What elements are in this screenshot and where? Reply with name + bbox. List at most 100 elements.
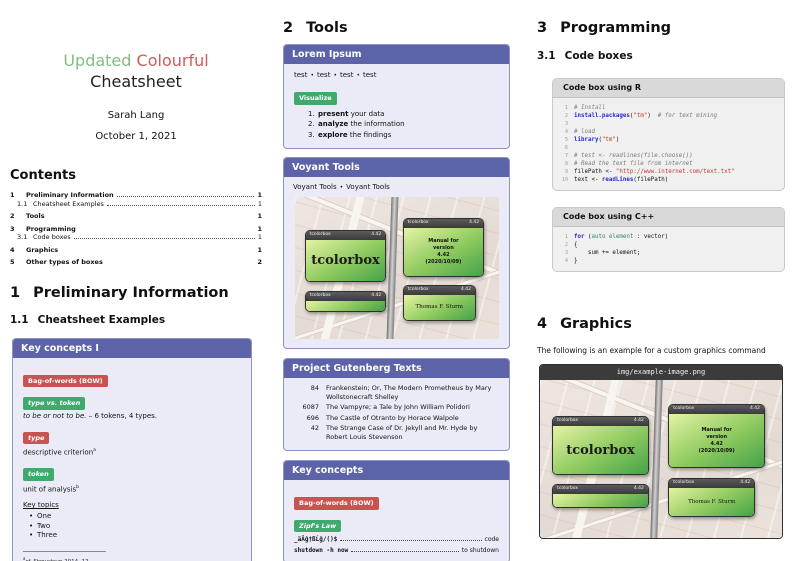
title-word-colourful: Colourful [136,51,209,70]
topic-item: Three [23,531,241,541]
middle-column: 2 Tools Lorem Ipsum test • test • test • test … [283,0,510,561]
sign-body: Thomas F. Sturm [403,295,476,320]
title-word-cheatsheet: Cheatsheet [90,72,182,91]
dotted-leader [351,547,459,552]
badge-visualize: Visualize [294,92,337,105]
key-concepts-1-box: Key concepts I Bag-of-words (BOW) type v… [12,337,252,561]
topic-item: Two [23,522,241,532]
footnote-mark-b: b [76,484,79,490]
code-listing: 1 # Install 2 install.packages("tm") # for… [553,98,784,190]
badge-type-vs-token: type vs. token [23,397,86,410]
code-line: 9 filePath <- "http://www.internet.com/te… [564,169,735,175]
code-box-title: Code box using R [553,79,784,98]
gutenberg-row: 6087 The Vampyre; a Tale by John William… [302,403,470,411]
section-1-heading: 1 Preliminary Information [10,284,229,301]
signpost-pole [649,380,663,538]
sign-body [305,300,386,312]
step-item: 1. present your data [308,109,385,118]
sign-body: tcolorbox [305,239,386,282]
toc-entry-cheatsheet-examples[interactable]: 1.1 Cheatsheet Examples 1 [17,199,262,208]
voyant-tools-link[interactable]: Voyant Tools [346,183,390,191]
code-line: 4 # load [564,129,595,135]
step-item: 2. analyze the information [308,120,405,128]
code-line: 8 # Read the text file from internet [564,161,693,167]
section-2-heading: 2 Tools [283,20,348,36]
document-title: Updated Colourful Cheatsheet [10,50,262,92]
toc-spacer [79,225,255,231]
code-box-r: Code box using R 1 # Install 2 install.pac… [552,78,785,191]
sign-header: tcolorbox 4.42 [669,478,755,488]
topic-item: One [23,512,241,522]
key-topics-label: Key topics [23,501,59,510]
gutenberg-texts-box: Project Gutenberg Texts 84 Frankenstein;… [283,358,510,451]
toc-entry-preliminary-information[interactable]: 1 Preliminary Information 1 [10,191,262,199]
sign-body [553,494,648,507]
image-filename-bar: img/example-image.png [540,365,782,380]
dotted-leader [340,536,482,541]
code-line: 4} [564,258,578,264]
definition-row: _äÄĝ†ßĹĝ/()$ code [294,536,499,543]
graphics-caption: The following is an example for a custom… [537,346,766,355]
tcolorbox-sign-empty: tcolorbox 4.42 [552,484,649,508]
token-definition: unit of analysisb [23,484,79,494]
bullet-separator: • [333,72,337,79]
code-box-cpp: Code box using C++ 1 for (auto element : … [552,207,785,272]
subsection-3-1-heading: 3.1 Code boxes [537,50,633,62]
bullet-separator: • [356,72,360,79]
table-of-contents: 1 Preliminary Information 1 1.1 Cheatshe… [10,191,262,267]
document-date: October 1, 2021 [95,131,177,142]
toc-entry-other-boxes[interactable]: 5 Other types of boxes 2 [10,258,262,266]
lorem-ipsum-box: Lorem Ipsum test • test • test • test Visualiz… [283,44,510,149]
section-3-heading: 3 Programming [537,20,672,36]
badge-zipfs-law: Zipf's Law [294,519,342,532]
toc-entry-graphics[interactable]: 4 Graphics 1 [10,245,262,254]
sign-body: Thomas F. Sturm [669,487,755,517]
footnote-divider [23,550,106,552]
code-line: 5 library("tm") [564,137,620,143]
tcolorbox-sign-author: tcolorbox 4.42 Thomas F. Sturm [668,477,756,518]
box-title: Key concepts [284,461,509,480]
toc-dots [73,233,255,239]
code-line: 6 [564,145,568,151]
title-block: Updated Colourful Cheatsheet Sarah Lang … [10,50,262,142]
code-line: 2 install.packages("tm") # for text minin… [564,113,718,119]
toc-entry-programming[interactable]: 3 Programming 1 [10,224,262,233]
left-column: Updated Colourful Cheatsheet Sarah Lang … [10,0,262,561]
badge-bag-of-words: Bag-of-words (BOW) [23,374,108,387]
toc-entry-code-boxes[interactable]: 3.1 Code boxes 1 [17,233,262,241]
tcolorbox-sign-empty: tcolorbox 4.42 [304,290,387,313]
sign-header: tcolorbox 4.42 [553,417,648,427]
toc-dots [106,200,255,206]
badge-token: token [23,468,54,481]
box-title: Key concepts I [13,338,251,358]
sign-header: tcolorbox 4.42 [403,286,476,296]
bullet-separator: • [310,72,314,79]
sign-body: tcolorbox [553,426,648,474]
tcolorbox-sign-big: tcolorbox 4.42 tcolorbox [552,416,649,475]
code-line: 10 text <- readLines(filePath) [561,177,669,183]
toc-entry-tools[interactable]: 2 Tools 1 [10,212,262,220]
sign-header: tcolorbox 4.42 [669,404,765,414]
box-title: Voyant Tools [284,158,509,177]
sign-header: tcolorbox 4.42 [305,230,386,240]
footnote-mark-a: a [93,448,96,453]
author-name: Sarah Lang [107,110,165,121]
signpost-pole [386,197,399,339]
example-image-frame: img/example-image.png tcolorbox 4.42 tcol… [539,364,783,539]
voyant-links-line: Voyant Tools • Voyant Tools [284,177,509,195]
sign-body: Manual for version 4.42 (2020/10/09) [669,413,765,468]
tcolorbox-sign-manual: tcolorbox 4.42 Manual for version 4.42 (2… [402,218,485,277]
contents-heading: Contents [10,168,76,183]
subsection-1-1-heading: 1.1 Cheatsheet Examples [10,313,166,326]
tcolorbox-screenshot-image: tcolorbox 4.42 tcolorbox tcolorbox 4.42 Ma… [540,380,782,538]
badge-row: type [23,425,241,444]
box-title: Lorem Ipsum [284,45,509,64]
gutenberg-row: 84 Frankenstein; Or, The Modern Promethe… [310,384,492,401]
toc-spacer [106,258,255,264]
sign-header: tcolorbox 4.42 [305,291,386,301]
voyant-tools-link[interactable]: Voyant Tools [293,183,337,191]
tcolorbox-sign-author: tcolorbox 4.42 Thomas F. Sturm [402,285,477,321]
footnote-a: acf. Stroustrup 2014, 12. [23,555,90,561]
tcolorbox-sign-manual: tcolorbox 4.42 Manual for version 4.42 (2… [668,403,766,469]
box-body: test • test • test • test Visualize 1. present … [284,64,509,148]
